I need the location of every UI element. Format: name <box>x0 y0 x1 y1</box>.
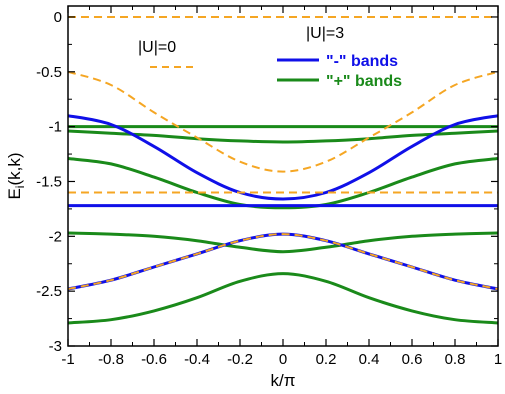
series-line-U0-3 <box>68 233 498 290</box>
x-tick-label: -0.4 <box>184 351 210 368</box>
series-layer <box>68 16 498 325</box>
series-line-plus-9 <box>68 157 498 210</box>
legend-u3: |U|=3 "-" bands "+" bands <box>277 25 402 90</box>
y-tick-label: 0 <box>54 9 62 26</box>
x-tick-label: 0.8 <box>445 351 466 368</box>
series-line-minus-6 <box>68 232 498 291</box>
y-axis-label-subscript: i <box>13 186 27 189</box>
series-line-minus-4 <box>68 114 498 201</box>
legend-u3-title: |U|=3 <box>306 25 344 42</box>
legend-u0-title: |U|=0 <box>138 39 176 56</box>
x-tick-label: 0.2 <box>316 351 337 368</box>
y-tick-label: -2.5 <box>36 283 62 300</box>
series-line-U0-1 <box>68 70 498 173</box>
y-tick-label: -1 <box>49 119 62 136</box>
y-tick-label: -0.5 <box>36 64 62 81</box>
series-line-plus-11 <box>68 272 498 325</box>
y-tick-label: -2 <box>49 228 62 245</box>
legend-minus-label: "-" bands <box>326 53 398 70</box>
ticks-layer: -1 -0.8 -0.6 -0.4 -0.2 0 0.2 0.4 0.6 0.8 10-0.5-1-… <box>36 6 502 368</box>
x-tick-label: 0.6 <box>402 351 423 368</box>
y-axis-label-suffix: (k,k) <box>5 152 24 185</box>
x-tick-label: 0.4 <box>359 351 380 368</box>
series-line-plus-10 <box>68 231 498 254</box>
y-axis-label-main: E <box>5 188 24 199</box>
plot-frame <box>67 5 499 347</box>
x-tick-label: -1 <box>61 351 74 368</box>
x-tick-label: -0.6 <box>141 351 167 368</box>
x-tick-label: -0.2 <box>227 351 253 368</box>
y-tick-label: -3 <box>49 338 62 355</box>
x-tick-label: -0.8 <box>98 351 124 368</box>
legend-plus-label: "+" bands <box>326 73 402 90</box>
series-line-plus-8 <box>68 129 498 144</box>
x-axis-label: k/π <box>271 371 296 390</box>
x-tick-label: 1 <box>494 351 502 368</box>
y-axis-label: Ei(k,k) <box>5 152 27 199</box>
y-tick-label: -1.5 <box>36 173 62 190</box>
legend-u0: |U|=0 <box>138 39 193 68</box>
x-tick-label: 0 <box>279 351 287 368</box>
